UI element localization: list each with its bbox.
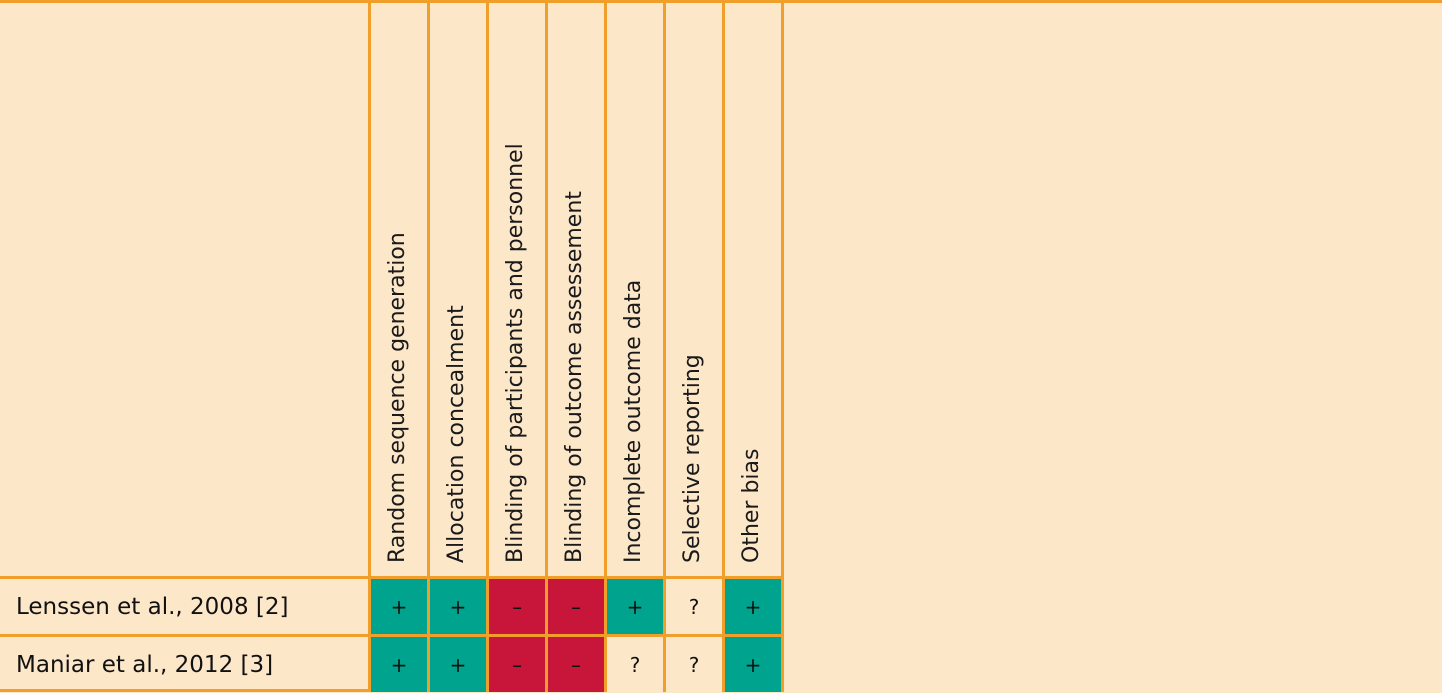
column-header-6: Selective reporting [680,354,705,563]
rating-cell-low: + [430,579,486,634]
rating-cell-unclear: ? [666,579,722,634]
column-divider [722,0,725,692]
column-divider [427,0,430,692]
rating-cell-high: – [548,637,604,692]
rating-cell-low: + [371,579,427,634]
column-header-1: Random sequence generation [385,232,410,563]
header-bottom-line [0,576,784,579]
row-separator [0,634,784,637]
rating-cell-high: – [489,637,545,692]
rating-cell-unclear: ? [607,637,663,692]
rating-cell-high: – [548,579,604,634]
rating-cell-low: + [607,579,663,634]
rating-cell-high: – [489,579,545,634]
column-divider [663,0,666,692]
study-name: Lenssen et al., 2008 [2] [16,594,289,620]
column-divider [781,0,784,692]
column-header-5: Incomplete outcome data [621,279,646,563]
column-header-7: Other bias [739,448,764,563]
column-divider [368,0,371,692]
rating-cell-low: + [725,579,781,634]
column-divider [545,0,548,692]
column-header-4: Blinding of outcome assessement [562,191,587,563]
column-divider [486,0,489,692]
column-header-2: Allocation concealment [444,305,469,563]
column-header-3: Blinding of participants and personnel [503,143,528,563]
rating-cell-unclear: ? [666,637,722,692]
rating-cell-low: + [371,637,427,692]
study-name: Maniar et al., 2012 [3] [16,652,274,678]
top-border [0,0,1442,3]
rating-cell-low: + [430,637,486,692]
column-divider [604,0,607,692]
rating-cell-low: + [725,637,781,692]
